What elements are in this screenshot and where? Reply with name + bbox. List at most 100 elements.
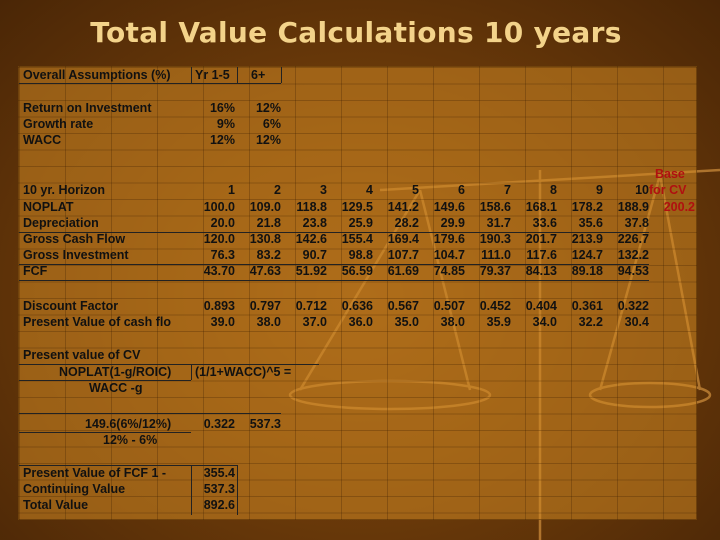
table-cell: 79.37 bbox=[479, 264, 511, 278]
table-cell: 37.0 bbox=[302, 315, 327, 329]
row-label: NOPLAT bbox=[23, 200, 74, 214]
table-cell: 35.6 bbox=[578, 216, 603, 230]
table-cell: 32.2 bbox=[578, 315, 603, 329]
row-label: Gross Cash Flow bbox=[23, 232, 126, 246]
assumptions-header-label: Overall Assumptions (%) bbox=[23, 68, 171, 82]
table-cell: 141.2 bbox=[387, 200, 419, 214]
table-cell: 20.0 bbox=[210, 216, 235, 230]
base-label: Base bbox=[655, 167, 685, 181]
table-cell: 56.59 bbox=[341, 264, 373, 278]
table-cell: 124.7 bbox=[571, 248, 603, 262]
table-cell: 0.507 bbox=[433, 299, 465, 313]
table-cell: 33.6 bbox=[532, 216, 557, 230]
table-cell: 98.8 bbox=[348, 248, 373, 262]
table-cell: 94.53 bbox=[617, 264, 649, 278]
assumption-value: 6% bbox=[262, 117, 281, 131]
table-cell: 29.9 bbox=[440, 216, 465, 230]
assumption-value: 16% bbox=[209, 101, 235, 115]
table-cell: 28.2 bbox=[394, 216, 419, 230]
table-cell: 118.8 bbox=[296, 200, 327, 214]
table-cell: 142.6 bbox=[295, 232, 327, 246]
table-cell: 37.8 bbox=[624, 216, 649, 230]
table-cell: 117.6 bbox=[526, 248, 557, 262]
table-cell: 74.85 bbox=[433, 264, 465, 278]
year-header: 7 bbox=[504, 183, 511, 197]
for-cv-label: for CV bbox=[649, 183, 687, 197]
table-cell: 30.4 bbox=[624, 315, 649, 329]
year-header: 2 bbox=[274, 183, 281, 197]
table-cell: 179.6 bbox=[433, 232, 465, 246]
total-label: Continuing Value bbox=[23, 482, 126, 496]
row-label: Discount Factor bbox=[23, 299, 119, 313]
total-label: Present Value of FCF 1 - bbox=[23, 466, 167, 480]
table-cell: 130.8 bbox=[249, 232, 281, 246]
table-cell: 21.8 bbox=[256, 216, 281, 230]
table-cell: 0.452 bbox=[479, 299, 511, 313]
year-header: 9 bbox=[596, 183, 603, 197]
table-cell: 35.9 bbox=[486, 315, 511, 329]
assumption-value: 9% bbox=[216, 117, 235, 131]
cv-formula-denominator: WACC -g bbox=[89, 381, 143, 395]
year-header: 6 bbox=[458, 183, 465, 197]
cv-calc-numerator: 149.6(6%/12%) bbox=[85, 417, 172, 431]
table-cell: 190.3 bbox=[479, 232, 511, 246]
horizon-label: 10 yr. Horizon bbox=[23, 183, 105, 197]
table-cell: 168.1 bbox=[525, 200, 557, 214]
cv-factor: 0.322 bbox=[203, 417, 235, 431]
table-cell: 34.0 bbox=[532, 315, 557, 329]
assumption-label: Growth rate bbox=[23, 117, 94, 131]
year-header: 3 bbox=[320, 183, 327, 197]
table-cell: 111.0 bbox=[481, 248, 511, 262]
table-cell: 132.2 bbox=[617, 248, 649, 262]
table-cell: 120.0 bbox=[203, 232, 235, 246]
table-cell: 226.7 bbox=[617, 232, 649, 246]
table-cell: 213.9 bbox=[571, 232, 603, 246]
total-value: 892.6 bbox=[203, 498, 235, 512]
year-header: 8 bbox=[550, 183, 557, 197]
table-cell: 0.797 bbox=[249, 299, 281, 313]
table-cell: 31.7 bbox=[486, 216, 511, 230]
table-cell: 36.0 bbox=[348, 315, 373, 329]
table-cell: 61.69 bbox=[387, 264, 419, 278]
table-cell: 0.636 bbox=[341, 299, 373, 313]
table-cell: 43.70 bbox=[203, 264, 235, 278]
table-cell: 83.2 bbox=[256, 248, 281, 262]
cv-formula-middle: (1/1+WACC)^5 = bbox=[195, 365, 292, 379]
table-cell: 0.712 bbox=[295, 299, 327, 313]
year-header: 1 bbox=[228, 183, 235, 197]
table-cell: 104.7 bbox=[433, 248, 465, 262]
row-label: Gross Investment bbox=[23, 248, 129, 262]
table-cell: 84.13 bbox=[525, 264, 557, 278]
assumption-label: WACC bbox=[23, 133, 62, 147]
year-header: 10 bbox=[635, 183, 649, 197]
page-title: Total Value Calculations 10 years bbox=[90, 16, 622, 49]
assumption-value: 12% bbox=[209, 133, 235, 147]
total-value: 537.3 bbox=[203, 482, 235, 496]
cv-result: 537.3 bbox=[249, 417, 281, 431]
cv-formula-numerator: NOPLAT(1-g/ROIC) bbox=[59, 365, 172, 379]
table-cell: 158.6 bbox=[479, 200, 511, 214]
table-cell: 0.404 bbox=[525, 299, 557, 313]
year-header: 5 bbox=[412, 183, 419, 197]
assumption-value: 12% bbox=[255, 101, 281, 115]
cv-base-value: 200.2 bbox=[663, 200, 695, 214]
table-cell: 107.7 bbox=[387, 248, 419, 262]
table-cell: 149.6 bbox=[433, 200, 465, 214]
table-cell: 38.0 bbox=[440, 315, 465, 329]
assumption-value: 12% bbox=[255, 133, 281, 147]
cv-heading: Present value of CV bbox=[23, 348, 141, 362]
row-label: Depreciation bbox=[23, 216, 99, 230]
year-header: 4 bbox=[366, 183, 373, 197]
table-cell: 23.8 bbox=[302, 216, 327, 230]
table-cell: 51.92 bbox=[295, 264, 327, 278]
table-cell: 35.0 bbox=[394, 315, 419, 329]
table-cell: 109.0 bbox=[249, 200, 281, 214]
table-cell: 0.893 bbox=[203, 299, 235, 313]
table-cell: 100.0 bbox=[203, 200, 235, 214]
row-label: FCF bbox=[23, 264, 48, 278]
total-value: 355.4 bbox=[203, 466, 235, 480]
table-cell: 201.7 bbox=[525, 232, 557, 246]
row-label: Present Value of cash flo bbox=[23, 315, 171, 329]
table-cell: 38.0 bbox=[256, 315, 281, 329]
table-cell: 90.7 bbox=[302, 248, 327, 262]
